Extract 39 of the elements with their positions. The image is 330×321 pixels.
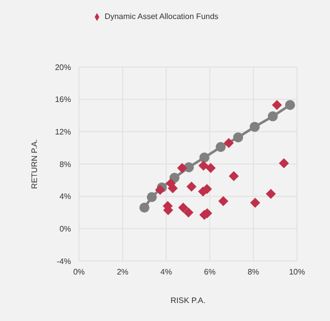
point	[177, 163, 188, 174]
point	[285, 100, 296, 110]
point	[228, 171, 239, 182]
point	[206, 163, 216, 174]
x-tick-label: 8%	[248, 268, 260, 277]
point	[155, 184, 166, 195]
point	[216, 142, 226, 152]
point	[139, 202, 150, 213]
point	[199, 152, 210, 163]
x-tick-label: 10%	[288, 268, 306, 277]
y-tick-label: 16%	[54, 95, 71, 104]
point	[168, 183, 178, 194]
point	[186, 182, 196, 192]
y-tick-label: 8%	[59, 160, 71, 169]
point	[178, 202, 188, 213]
x-tick-label: 2%	[116, 268, 128, 277]
x-tick-label: 4%	[160, 268, 172, 277]
point	[250, 122, 260, 132]
point	[233, 132, 244, 142]
point	[266, 188, 276, 199]
x-axis-title: RISK P.A.	[170, 296, 206, 305]
y-tick-label: -4%	[56, 256, 71, 266]
legend-label: Dynamic Asset Allocation Funds	[104, 12, 218, 21]
y-tick-label: 12%	[54, 128, 71, 137]
point	[224, 138, 234, 148]
point	[198, 160, 208, 171]
point	[278, 158, 289, 168]
y-tick-label: 20%	[54, 62, 71, 72]
y-axis-title: RETURN P.A.	[30, 139, 39, 189]
point	[268, 111, 278, 122]
point	[218, 196, 228, 206]
y-tick-label: 4%	[59, 192, 71, 202]
x-tick-label: 6%	[204, 268, 216, 277]
point	[272, 100, 282, 110]
point	[183, 208, 194, 218]
y-tick-label: 0%	[59, 224, 71, 234]
x-tick-label: 0%	[73, 268, 85, 277]
point	[250, 198, 260, 208]
point	[146, 192, 157, 202]
